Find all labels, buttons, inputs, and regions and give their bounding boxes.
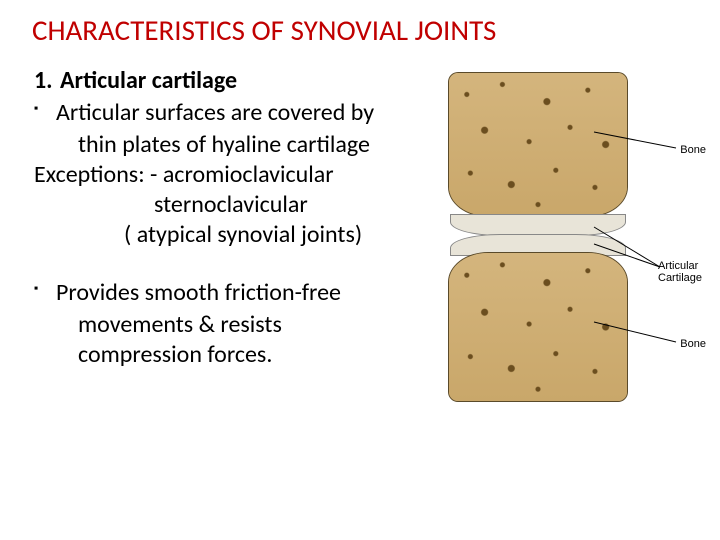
slide-container: CHARACTERISTICS OF SYNOVIAL JOINTS 1.Art… — [0, 0, 720, 382]
spacer — [24, 250, 454, 278]
bone-texture — [449, 253, 627, 401]
joint-diagram: Bone Articular Cartilage Bone — [444, 72, 712, 404]
bone-bottom-shape — [448, 252, 628, 402]
label-bone-bottom: Bone — [680, 338, 706, 350]
bullet-2-line3: compression forces. — [78, 340, 272, 369]
bullet-2-line2: movements & resists — [78, 310, 282, 339]
list-number: 1. — [34, 66, 60, 96]
body-content: 1.Articular cartilage Articular surfaces… — [24, 66, 454, 370]
heading-text: Articular cartilage — [60, 66, 237, 95]
slide-title: CHARACTERISTICS OF SYNOVIAL JOINTS — [24, 12, 696, 48]
exceptions-line2: sternoclavicular — [24, 190, 454, 220]
exceptions-line1: Exceptions: - acromioclavicular — [24, 160, 454, 190]
bullet-1-cont: thin plates of hyaline cartilage — [24, 130, 454, 160]
label-cartilage-l2: Cartilage — [658, 272, 702, 284]
cartilage-top-shape — [450, 214, 626, 236]
bone-top-shape — [448, 72, 628, 217]
list-item-1-heading: 1.Articular cartilage — [24, 66, 454, 96]
bullet-1-line2: thin plates of hyaline cartilage — [78, 130, 370, 159]
bone-texture — [449, 73, 627, 216]
label-cartilage: Articular Cartilage — [658, 260, 712, 284]
label-bone-top: Bone — [680, 144, 706, 156]
bullet-2: Provides smooth friction-free — [24, 278, 454, 308]
bullet-2-cont2: compression forces. — [24, 340, 454, 370]
exceptions-paren: ( atypical synovial joints) — [24, 220, 454, 250]
bullet-2-line1: Provides smooth friction-free — [56, 278, 341, 307]
label-cartilage-l1: Articular — [658, 260, 698, 272]
bullet-1-line1: Articular surfaces are covered by — [56, 98, 374, 127]
bullet-1: Articular surfaces are covered by — [24, 98, 454, 128]
bullet-2-cont1: movements & resists — [24, 310, 454, 340]
